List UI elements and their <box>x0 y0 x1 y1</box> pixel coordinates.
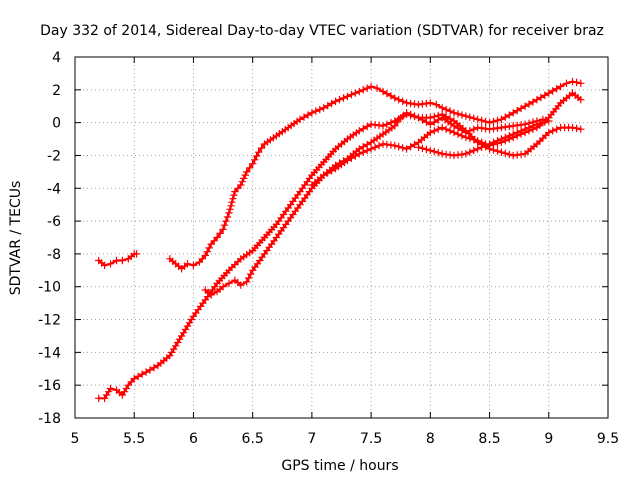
x-tick-label: 9.5 <box>597 431 619 447</box>
series-group <box>94 77 585 403</box>
series-line <box>310 92 582 187</box>
series-markers <box>94 250 141 270</box>
series-markers <box>201 109 547 299</box>
ticks: 5 5.5 6 6.5 7 7.5 8 8.5 9 9.5 4 2 0 -2 -4 -6 -8 -10 -12 -14… <box>38 50 619 447</box>
x-tick-label: 9 <box>544 431 553 447</box>
series-markers <box>414 117 553 160</box>
x-tick-label: 6 <box>189 431 198 447</box>
x-tick-label: 7 <box>307 431 316 447</box>
y-tick-label: 4 <box>52 50 61 66</box>
y-tick-label: -10 <box>38 280 61 296</box>
series-track-1 <box>94 250 141 270</box>
series-track-4 <box>201 109 547 299</box>
x-tick-label: 5 <box>71 431 80 447</box>
y-tick-label: 0 <box>52 116 61 132</box>
y-tick-label: 2 <box>52 83 61 99</box>
y-tick-label: -6 <box>47 214 61 230</box>
y-tick-label: -4 <box>47 181 61 197</box>
y-tick-label: -12 <box>38 313 61 329</box>
chart-title: Day 332 of 2014, Sidereal Day-to-day VTE… <box>40 23 604 39</box>
series-track-5 <box>308 89 585 189</box>
y-tick-label: -8 <box>47 247 61 263</box>
series-track-6 <box>414 117 553 160</box>
x-tick-label: 5.5 <box>123 431 145 447</box>
y-tick-label: -16 <box>38 378 61 394</box>
series-track-3 <box>94 110 585 403</box>
y-tick-label: -2 <box>47 148 61 164</box>
y-axis-label: SDTVAR / TECUs <box>8 181 24 296</box>
series-track-2 <box>166 77 585 273</box>
x-tick-label: 7.5 <box>360 431 382 447</box>
x-axis-label: GPS time / hours <box>281 458 398 474</box>
x-tick-label: 6.5 <box>242 431 264 447</box>
x-tick-label: 8 <box>426 431 435 447</box>
y-tick-label: -18 <box>38 411 61 427</box>
y-tick-label: -14 <box>38 345 61 361</box>
x-tick-label: 8.5 <box>478 431 500 447</box>
plot-frame <box>74 56 609 419</box>
series-markers <box>94 110 585 403</box>
series-markers <box>166 77 585 273</box>
